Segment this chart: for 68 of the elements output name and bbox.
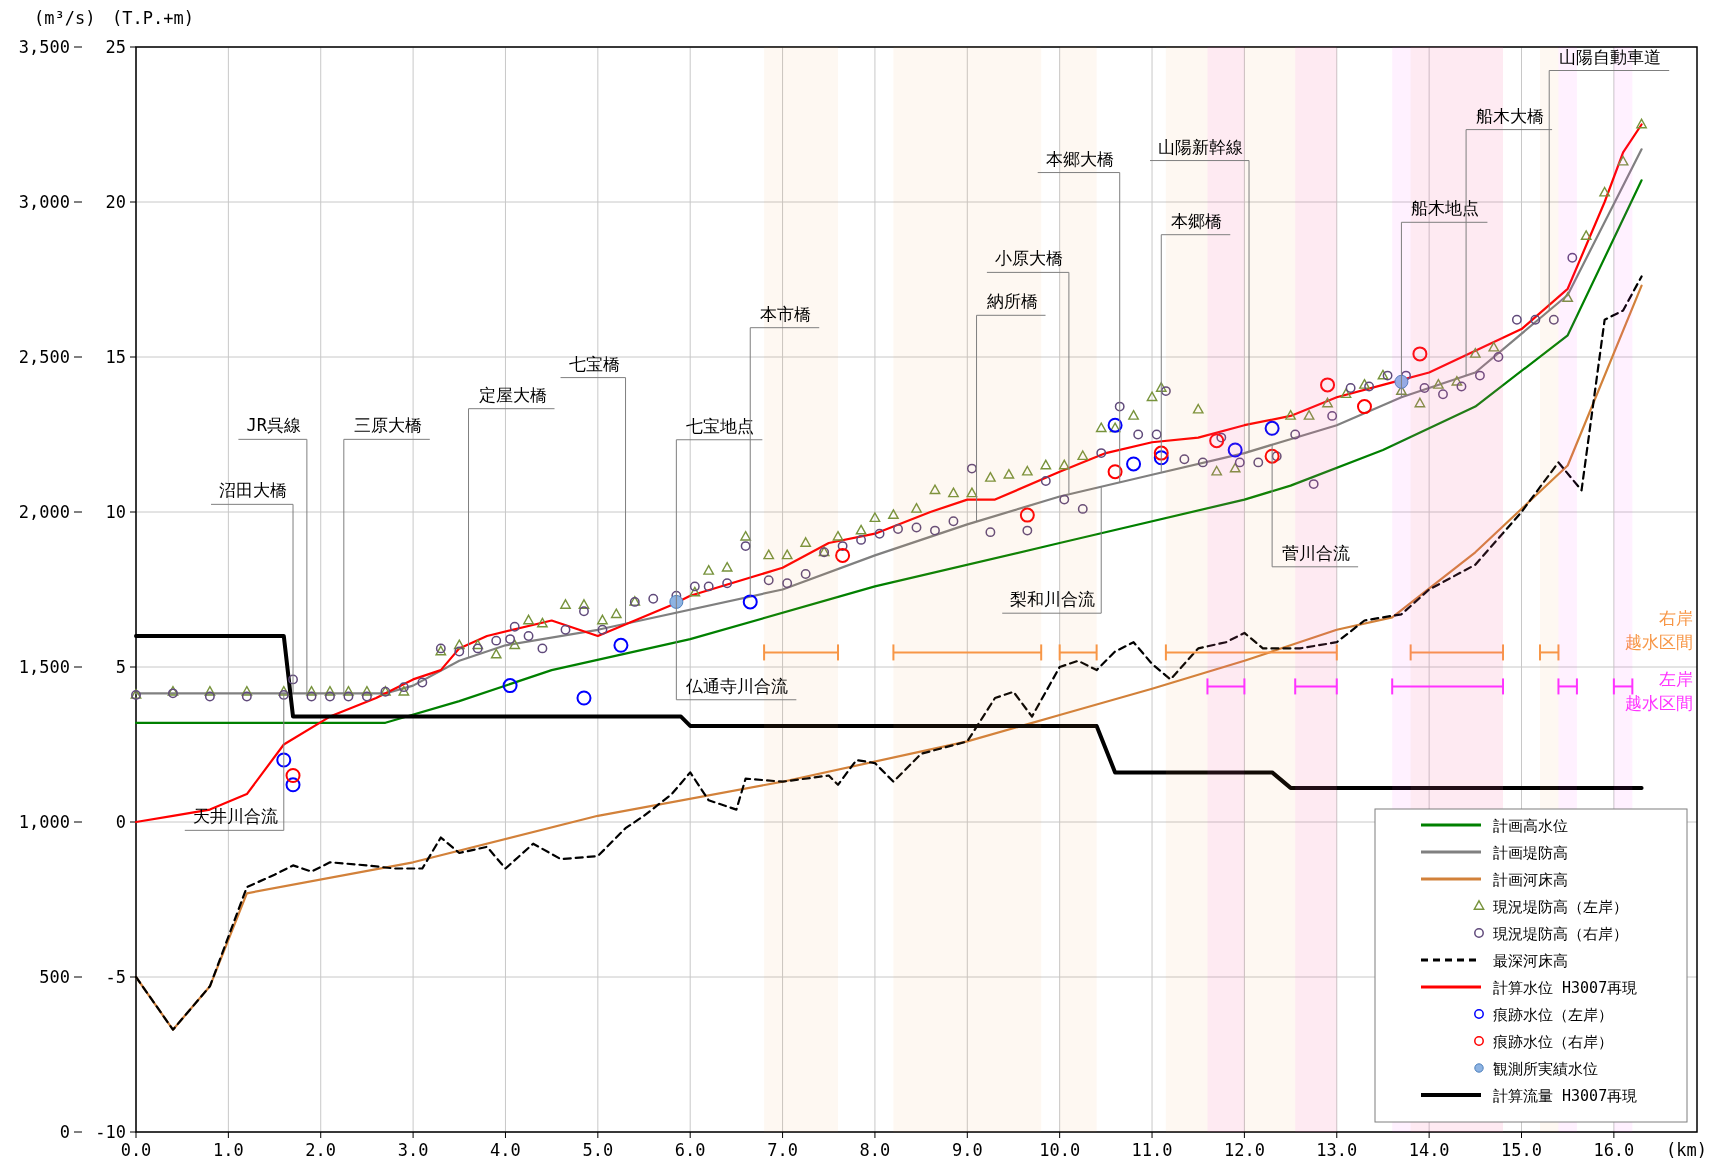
legend-label: 計算流量 H3007再現	[1493, 1087, 1638, 1105]
y2-tick-label: 0	[59, 1122, 70, 1142]
legend-label: 最深河床高	[1493, 952, 1568, 970]
annotation: 山陽新幹線	[1158, 136, 1244, 157]
x-tick-label: 16.0	[1593, 1140, 1635, 1160]
annotation: 山陽自動車道	[1559, 46, 1662, 67]
annotation: 定屋大橋	[478, 384, 547, 405]
y-tick-label: 20	[105, 192, 126, 212]
x-tick-label: 6.0	[674, 1140, 706, 1160]
legend-label: 計算水位 H3007再現	[1493, 979, 1638, 997]
x-tick-label: 0.0	[120, 1140, 152, 1160]
y-tick-label: 10	[105, 502, 126, 522]
x-tick-label: 15.0	[1501, 1140, 1542, 1160]
y2-tick-label: 500	[39, 967, 70, 987]
y-tick-label: 25	[105, 37, 126, 57]
x-tick-label: 7.0	[767, 1140, 798, 1160]
y2-tick-label: 3,000	[18, 192, 70, 212]
annotation: 沼田大橋	[219, 480, 288, 501]
x-tick-label: 9.0	[951, 1140, 983, 1160]
legend-label: 現況堤防高（左岸）	[1493, 898, 1628, 916]
x-tick-label: 13.0	[1316, 1140, 1358, 1160]
y-axis-title: (T.P.+m)	[112, 8, 194, 28]
annotation: 七宝橋	[568, 353, 620, 374]
legend-label: 計画堤防高	[1493, 844, 1568, 862]
x-axis-title: (km)	[1666, 1140, 1707, 1160]
y-tick-label: 5	[115, 657, 126, 677]
x-tick-label: 8.0	[859, 1140, 891, 1160]
x-tick-label: 4.0	[490, 1140, 521, 1160]
legend-label: 計画高水位	[1493, 817, 1568, 835]
band-label: 左岸越水区間	[1625, 669, 1693, 714]
annotation: 本市橋	[760, 303, 812, 324]
annotation: 菅川合流	[1282, 542, 1351, 563]
annotation: JR呉線	[246, 415, 301, 436]
annotation: 三原大橋	[353, 415, 422, 436]
y-tick-label: -5	[105, 967, 126, 987]
x-tick-label: 5.0	[582, 1140, 614, 1160]
band-label: 右岸越水区間	[1625, 608, 1693, 653]
legend-label: 痕跡水位（左岸）	[1493, 1006, 1613, 1024]
y-tick-label: 0	[115, 812, 126, 832]
annotation: 船木大橋	[1476, 105, 1545, 126]
y2-tick-label: 1,500	[18, 657, 70, 677]
x-tick-label: 11.0	[1131, 1140, 1173, 1160]
annotation: 天井川合流	[192, 806, 278, 827]
annotation: 七宝地点	[686, 415, 755, 436]
x-tick-label: 14.0	[1408, 1140, 1450, 1160]
y2-axis-title: (m³/s)	[34, 8, 96, 28]
x-tick-label: 2.0	[305, 1140, 337, 1160]
annotation: 納所橋	[986, 291, 1038, 312]
y2-tick-label: 2,000	[18, 502, 70, 522]
y2-tick-label: 1,000	[18, 812, 70, 832]
annotation: 本郷大橋	[1045, 148, 1114, 169]
x-tick-label: 10.0	[1039, 1140, 1081, 1160]
legend-label: 観測所実績水位	[1493, 1060, 1598, 1078]
legend-label: 計画河床高	[1493, 871, 1568, 889]
x-tick-label: 1.0	[213, 1140, 244, 1160]
y2-tick-label: 3,500	[18, 37, 70, 57]
y-tick-label: 15	[105, 347, 126, 367]
y-tick-label: -10	[95, 1122, 126, 1142]
annotation: 梨和川合流	[1010, 589, 1096, 610]
annotation: 仏通寺川合流	[685, 675, 789, 696]
y2-tick-label: 2,500	[18, 347, 70, 367]
annotation: 小原大橋	[994, 248, 1063, 269]
x-tick-label: 3.0	[397, 1140, 429, 1160]
x-tick-label: 12.0	[1223, 1140, 1265, 1160]
annotation: 船木地点	[1411, 198, 1480, 219]
legend-label: 現況堤防高（右岸）	[1493, 925, 1628, 943]
legend-label: 痕跡水位（右岸）	[1493, 1033, 1613, 1051]
annotation: 本郷橋	[1171, 210, 1223, 231]
